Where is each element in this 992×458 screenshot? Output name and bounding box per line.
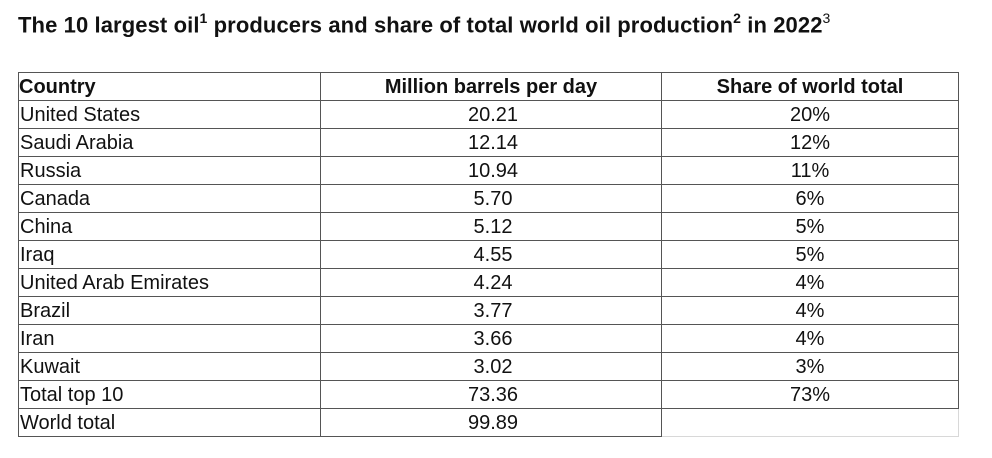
cell-country: Saudi Arabia xyxy=(18,128,321,157)
table-row: United States 20.21 20% xyxy=(18,100,959,129)
cell-country: Kuwait xyxy=(18,352,321,381)
cell-country: Total top 10 xyxy=(18,380,321,409)
cell-share: 4% xyxy=(661,268,959,297)
column-header-barrels: Million barrels per day xyxy=(320,72,662,101)
cell-share: 20% xyxy=(661,100,959,129)
cell-country: Brazil xyxy=(18,296,321,325)
cell-barrels: 3.77 xyxy=(320,296,662,325)
cell-barrels: 99.89 xyxy=(320,408,662,437)
title-text-1: The 10 largest oil xyxy=(18,12,200,38)
cell-country: World total xyxy=(18,408,321,437)
cell-barrels: 4.24 xyxy=(320,268,662,297)
cell-share: 3% xyxy=(661,352,959,381)
footnote-marker-3: 3 xyxy=(822,10,831,26)
table-header-row: Country Million barrels per day Share of… xyxy=(18,72,959,101)
cell-barrels: 10.94 xyxy=(320,156,662,185)
cell-share: 5% xyxy=(661,240,959,269)
cell-country: Canada xyxy=(18,184,321,213)
cell-share: 5% xyxy=(661,212,959,241)
cell-country: United Arab Emirates xyxy=(18,268,321,297)
cell-country: Russia xyxy=(18,156,321,185)
cell-barrels: 3.02 xyxy=(320,352,662,381)
page-title: The 10 largest oil1 producers and share … xyxy=(18,10,831,38)
table-row: Kuwait 3.02 3% xyxy=(18,352,959,381)
cell-country: Iran xyxy=(18,324,321,353)
table-row: United Arab Emirates 4.24 4% xyxy=(18,268,959,297)
column-header-share: Share of world total xyxy=(661,72,959,101)
cell-barrels: 5.12 xyxy=(320,212,662,241)
footnote-marker-1: 1 xyxy=(199,10,208,26)
table-row: Iran 3.66 4% xyxy=(18,324,959,353)
table-row-world-total: World total 99.89 xyxy=(18,408,959,437)
table-row: Russia 10.94 11% xyxy=(18,156,959,185)
cell-barrels: 4.55 xyxy=(320,240,662,269)
cell-country: Iraq xyxy=(18,240,321,269)
cell-barrels: 20.21 xyxy=(320,100,662,129)
cell-barrels: 73.36 xyxy=(320,380,662,409)
table-row-total-top-10: Total top 10 73.36 73% xyxy=(18,380,959,409)
title-text-3: in 2022 xyxy=(741,12,823,38)
cell-share: 6% xyxy=(661,184,959,213)
table-row: Brazil 3.77 4% xyxy=(18,296,959,325)
cell-share: 73% xyxy=(661,380,959,409)
cell-country: United States xyxy=(18,100,321,129)
title-text-2: producers and share of total world oil p… xyxy=(207,12,734,38)
cell-share: 4% xyxy=(661,324,959,353)
table-row: Iraq 4.55 5% xyxy=(18,240,959,269)
table-row: Canada 5.70 6% xyxy=(18,184,959,213)
cell-barrels: 12.14 xyxy=(320,128,662,157)
cell-share: 11% xyxy=(661,156,959,185)
table-row: Saudi Arabia 12.14 12% xyxy=(18,128,959,157)
table-row: China 5.12 5% xyxy=(18,212,959,241)
cell-share: 12% xyxy=(661,128,959,157)
column-header-country: Country xyxy=(18,72,321,101)
oil-producers-table: Country Million barrels per day Share of… xyxy=(18,72,959,437)
footnote-marker-2: 2 xyxy=(733,10,742,26)
cell-barrels: 5.70 xyxy=(320,184,662,213)
cell-country: China xyxy=(18,212,321,241)
cell-share xyxy=(661,408,959,437)
cell-share: 4% xyxy=(661,296,959,325)
cell-barrels: 3.66 xyxy=(320,324,662,353)
